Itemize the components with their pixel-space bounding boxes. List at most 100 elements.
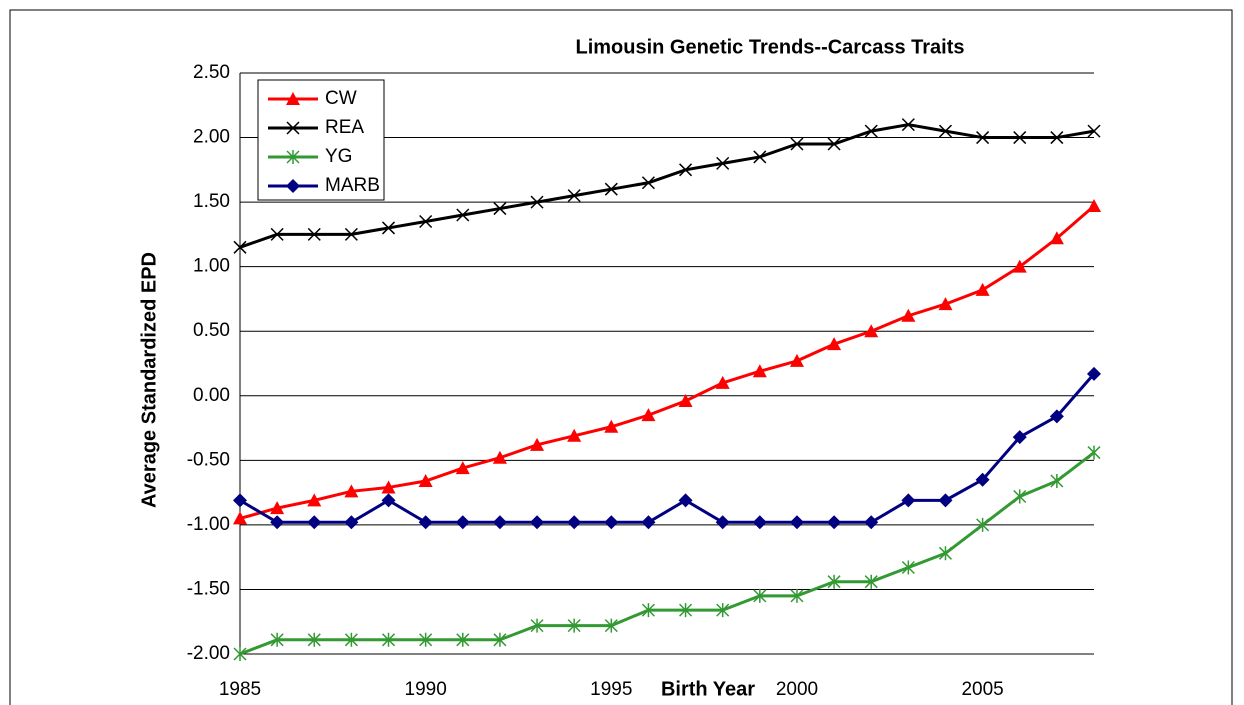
marker: [307, 515, 322, 530]
marker: [233, 511, 247, 525]
x-tick-label: 2000: [776, 679, 818, 700]
marker: [455, 515, 470, 530]
marker: [789, 515, 804, 530]
marker: [286, 92, 300, 105]
marker: [1087, 445, 1101, 460]
marker: [715, 375, 730, 389]
y-tick-label: 2.50: [193, 62, 230, 83]
marker: [530, 437, 545, 451]
marker: [307, 227, 321, 241]
marker: [492, 450, 507, 464]
y-tick-label: -1.00: [187, 514, 230, 535]
marker: [567, 189, 581, 203]
marker: [827, 515, 842, 530]
marker: [381, 480, 396, 494]
marker: [790, 137, 804, 151]
marker: [827, 337, 842, 351]
marker: [827, 574, 841, 589]
frame: [9, 9, 1233, 705]
marker: [604, 618, 618, 633]
legend-label: REA: [325, 117, 364, 138]
marker: [1013, 489, 1027, 504]
marker: [286, 121, 300, 135]
marker: [344, 484, 359, 498]
marker: [1049, 231, 1064, 245]
x-tick-label: 2005: [961, 679, 1003, 700]
marker: [493, 202, 507, 216]
marker: [419, 214, 433, 229]
marker: [286, 150, 300, 164]
marker: [233, 493, 247, 508]
marker: [715, 515, 730, 530]
marker: [530, 618, 544, 633]
marker: [678, 493, 693, 508]
marker: [604, 419, 619, 433]
marker: [976, 131, 990, 145]
marker: [567, 428, 582, 442]
y-tick-label: -2.00: [187, 643, 230, 664]
marker: [530, 515, 545, 530]
marker: [901, 493, 916, 508]
marker: [1049, 409, 1064, 424]
marker: [716, 603, 730, 618]
y-tick-label: -1.50: [187, 578, 230, 599]
marker: [678, 393, 693, 407]
marker: [901, 308, 916, 322]
marker: [344, 632, 358, 647]
y-tick-label: 0.50: [193, 320, 230, 341]
marker: [270, 501, 285, 515]
marker: [938, 297, 953, 311]
marker: [381, 632, 396, 647]
x-tick-label: 1990: [405, 679, 447, 700]
marker: [1050, 131, 1064, 145]
x-tick-label: 1995: [590, 679, 632, 700]
y-tick-label: 2.00: [193, 127, 230, 148]
series-line: [239, 204, 1095, 520]
marker: [975, 472, 990, 487]
marker: [493, 632, 507, 647]
marker: [286, 179, 300, 193]
marker: [975, 282, 990, 296]
marker: [864, 324, 879, 338]
marker: [752, 364, 767, 378]
marker: [1087, 198, 1101, 212]
marker: [604, 182, 618, 196]
marker: [1012, 259, 1027, 273]
marker: [641, 176, 655, 190]
marker: [307, 632, 321, 647]
chart-title: Limousin Genetic Trends--Carcass Traits: [575, 36, 964, 58]
marker: [307, 493, 322, 507]
marker: [381, 493, 396, 508]
marker: [789, 353, 804, 367]
marker: [344, 515, 359, 530]
marker: [938, 493, 953, 508]
x-axis-title: Birth Year: [661, 678, 755, 700]
marker: [827, 137, 841, 151]
marker: [270, 227, 284, 241]
marker: [1087, 124, 1101, 138]
marker: [270, 632, 284, 647]
marker: [641, 408, 656, 422]
marker: [1013, 131, 1027, 145]
marker: [456, 632, 470, 647]
marker: [864, 124, 878, 138]
marker: [901, 118, 915, 132]
marker: [938, 546, 953, 561]
legend-label: MARB: [325, 175, 380, 196]
marker: [1050, 473, 1064, 488]
marker: [641, 603, 655, 618]
marker: [418, 473, 433, 487]
series-line: [239, 123, 1095, 249]
y-tick-label: 0.00: [193, 385, 230, 406]
marker: [679, 603, 693, 618]
marker: [1087, 366, 1101, 381]
marker: [456, 208, 470, 222]
marker: [381, 221, 396, 235]
marker: [270, 515, 285, 530]
series-line: [239, 451, 1095, 656]
marker: [716, 156, 730, 170]
marker: [419, 632, 433, 647]
y-axis-title: Average Standardized EPD: [138, 252, 160, 508]
marker: [530, 195, 544, 209]
